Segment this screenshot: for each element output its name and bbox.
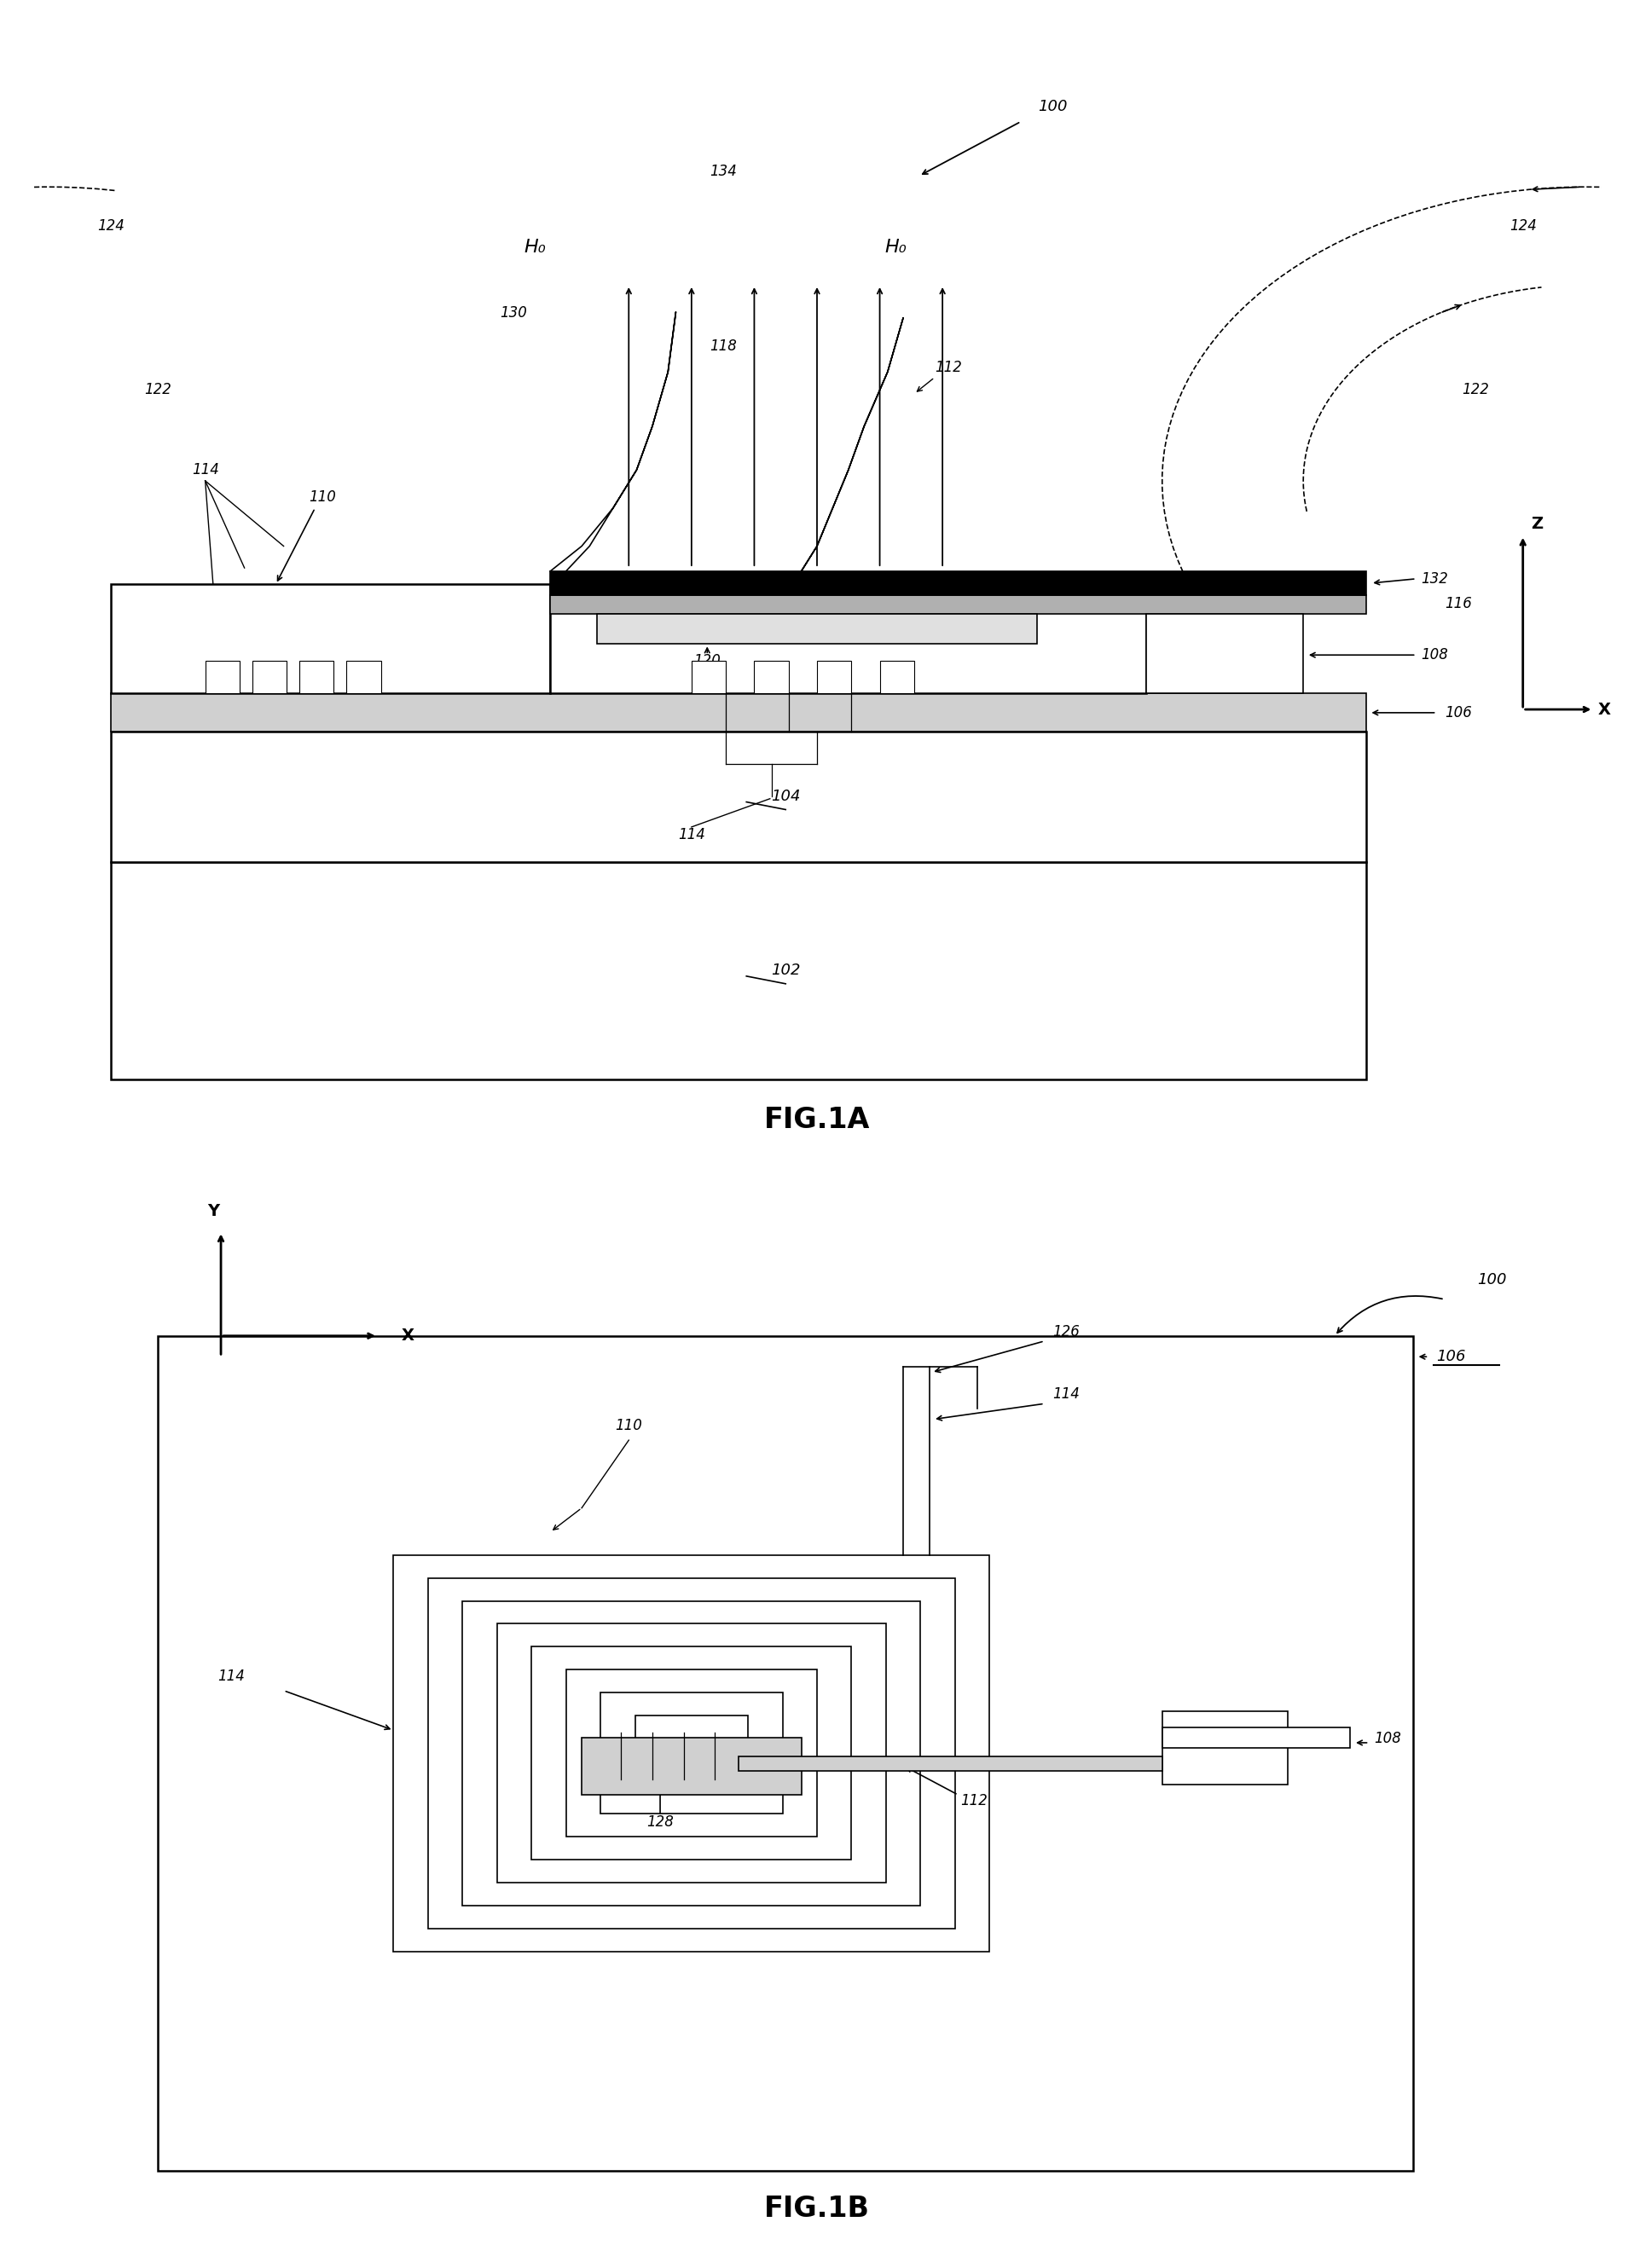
Text: 100: 100 (1038, 100, 1067, 113)
Text: 122: 122 (1462, 381, 1490, 397)
Text: 108: 108 (1374, 1730, 1400, 1746)
Text: 102: 102 (771, 964, 801, 978)
Text: 114: 114 (191, 463, 219, 479)
Bar (601, 1692, 783, 1814)
Bar (111, 585, 551, 694)
Bar (879, 660, 915, 694)
Text: H₀: H₀ (525, 238, 546, 256)
Text: 114: 114 (217, 1669, 245, 1683)
Bar (551, 594, 1147, 694)
Text: X: X (402, 1327, 413, 1345)
Text: 122: 122 (144, 381, 172, 397)
Bar (691, 660, 725, 694)
Bar (582, 1737, 801, 1794)
Text: 126: 126 (1052, 1325, 1080, 1340)
Text: 108: 108 (1422, 646, 1448, 662)
Bar (739, 1755, 1162, 1771)
Bar (598, 615, 1036, 644)
Text: X: X (1598, 701, 1611, 717)
Bar (394, 1556, 990, 1950)
Bar (497, 1624, 886, 1882)
Bar (1147, 615, 1304, 694)
Text: 112: 112 (935, 361, 962, 376)
Text: 100: 100 (1477, 1272, 1507, 1288)
Bar (551, 594, 1366, 615)
Text: 130: 130 (500, 306, 526, 322)
Text: 114: 114 (1052, 1386, 1080, 1402)
Text: 110: 110 (309, 490, 337, 506)
Bar (1162, 1712, 1288, 1785)
Bar (111, 694, 1366, 730)
Text: 106: 106 (1436, 1349, 1466, 1365)
Bar (299, 660, 333, 694)
Text: 132: 132 (1422, 572, 1448, 587)
Bar (565, 1669, 817, 1837)
Text: 106: 106 (1444, 705, 1472, 721)
Text: 116: 116 (1444, 596, 1472, 612)
Text: 124: 124 (98, 218, 124, 234)
Text: 128: 128 (647, 1814, 673, 1830)
Bar (158, 1336, 1413, 2170)
Text: 120: 120 (693, 653, 721, 669)
Bar (206, 660, 240, 694)
Text: FIG.1A: FIG.1A (765, 1107, 869, 1134)
Text: 118: 118 (709, 338, 737, 354)
Text: 110: 110 (614, 1418, 642, 1433)
Bar (817, 660, 851, 694)
Bar (346, 660, 381, 694)
Bar (428, 1579, 954, 1928)
Bar (551, 572, 1366, 594)
Bar (111, 730, 1366, 862)
Bar (531, 1647, 851, 1860)
Bar (755, 660, 789, 694)
Text: Z: Z (1531, 517, 1542, 533)
Text: 104: 104 (771, 789, 801, 805)
Bar (252, 660, 288, 694)
Text: 114: 114 (678, 828, 706, 841)
Bar (636, 1715, 748, 1792)
Text: 134: 134 (709, 163, 737, 179)
Text: H₀: H₀ (884, 238, 907, 256)
Text: 112: 112 (961, 1794, 987, 1810)
Bar (462, 1601, 920, 1905)
Text: FIG.1B: FIG.1B (765, 2195, 869, 2223)
Text: 124: 124 (1510, 218, 1536, 234)
Text: Y: Y (208, 1202, 219, 1220)
Bar (1162, 1728, 1350, 1749)
Bar (111, 862, 1366, 1080)
